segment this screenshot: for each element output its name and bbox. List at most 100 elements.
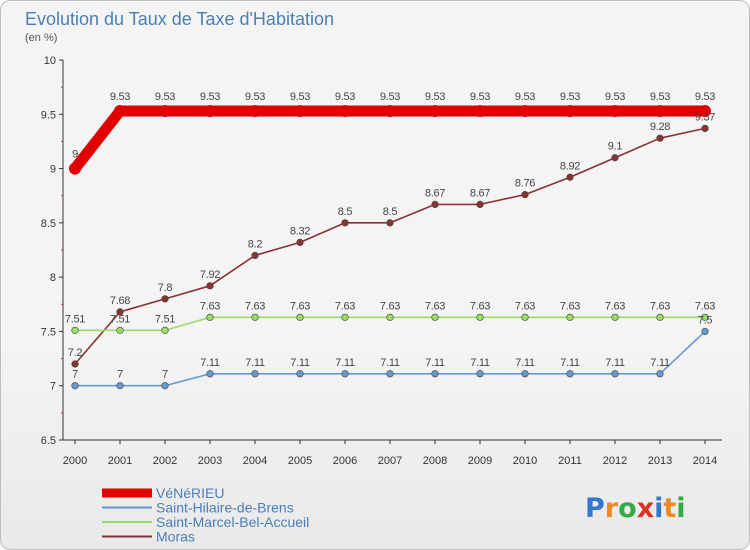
x-tick-label: 2006 [333,455,357,467]
logo-letter: r [605,493,619,524]
series-layer [69,105,711,390]
logo-letter: o [618,493,637,524]
x-tick-label: 2014 [693,455,717,467]
data-point [116,382,124,390]
data-point [611,313,619,321]
x-tick-label: 2001 [108,455,132,467]
data-point [386,313,394,321]
data-point [161,326,169,334]
x-tick-label: 2005 [288,455,312,467]
data-label: 7.63 [200,300,220,312]
data-point [519,105,531,118]
data-point [296,313,304,321]
data-point [249,105,261,118]
data-point [476,370,484,378]
data-label: 9.53 [425,91,445,103]
data-point [521,370,529,378]
proxiti-logo: Proxiti [585,493,686,524]
legend-label: Moras [156,529,195,545]
data-point [206,313,214,321]
data-labels-layer: 9 9.53 9.53 9.53 9.53 9.53 9.53 9.53 9.53 9.53 9.5… [65,91,716,381]
data-point [699,105,711,118]
x-tick-label: 2003 [198,455,222,467]
data-label: 9.53 [200,91,220,103]
data-point [701,124,709,132]
data-label: 8.5 [338,206,353,218]
data-label: 9.53 [380,91,400,103]
data-point [251,251,259,260]
x-tick-label: 2010 [513,455,537,467]
x-axis-ticks: 2000 2001 2002 2003 2004 2005 2006 2007 2008 2009… [63,440,717,467]
data-label: 7.8 [158,282,173,294]
data-point [386,370,394,378]
data-point [206,370,214,378]
data-label: 7.63 [335,300,355,312]
data-point [116,326,124,334]
data-point [386,219,394,227]
y-tick-label: 9 [50,164,56,176]
data-label: 9.37 [695,111,715,123]
y-tick-label: 8 [50,272,56,284]
data-point [654,105,666,118]
y-axis-ticks: 6.5 7 7.5 8 8.5 9 9.5 10 [41,55,63,447]
data-point [71,326,79,334]
y-tick-label: 9.5 [41,109,56,121]
x-tick-label: 2000 [63,455,87,467]
data-point [611,154,619,162]
data-point [521,191,529,199]
data-label: 7.92 [200,269,220,281]
data-label: 7.63 [425,300,445,312]
data-point [69,162,81,175]
data-label: 7.11 [560,357,580,369]
data-label: 9 [72,149,78,161]
data-label: 7.11 [425,357,445,369]
data-label: 9.53 [110,91,130,103]
data-point [656,313,664,321]
data-point [476,313,484,321]
x-tick-label: 2007 [378,455,402,467]
data-point [114,105,126,118]
data-label: 7.63 [695,300,715,312]
data-label: 7.63 [515,300,535,312]
data-point [251,313,259,321]
data-point [341,219,349,227]
data-label: 9.53 [470,91,490,103]
data-label: 7.11 [605,357,625,369]
logo-letter: i [676,493,685,524]
data-label: 7.11 [245,357,265,369]
data-label: 8.5 [383,206,398,218]
data-label: 9.1 [608,141,623,153]
data-label: 7.63 [605,300,625,312]
data-point [656,134,664,142]
data-label: 9.53 [515,91,535,103]
data-point [476,200,484,208]
data-label: 7.11 [380,357,400,369]
data-label: 7 [72,369,78,381]
logo-letter: t [663,493,676,524]
data-label: 9.28 [650,121,670,133]
data-label: 7.63 [290,300,310,312]
data-label: 7.11 [470,357,490,369]
y-tick-label: 7.5 [41,326,56,338]
data-label: 8.32 [290,225,310,237]
data-label: 7.11 [335,357,355,369]
y-tick-label: 6.5 [41,435,56,447]
y-tick-label: 10 [44,55,56,67]
data-point [341,313,349,321]
x-tick-label: 2004 [243,455,267,467]
legend-label: Saint-Hilaire-de-Brens [156,500,294,516]
data-label: 7.11 [650,357,670,369]
data-label: 8.76 [515,178,535,190]
data-point [161,382,169,390]
data-label: 9.53 [245,91,265,103]
y-tick-label: 8.5 [41,218,56,230]
data-point [159,105,171,118]
data-point [566,313,574,321]
data-label: 7.11 [515,357,535,369]
data-label: 8.67 [425,187,445,199]
data-point [474,105,486,118]
data-label: 9.53 [335,91,355,103]
data-point [251,370,259,378]
x-tick-label: 2008 [423,455,447,467]
